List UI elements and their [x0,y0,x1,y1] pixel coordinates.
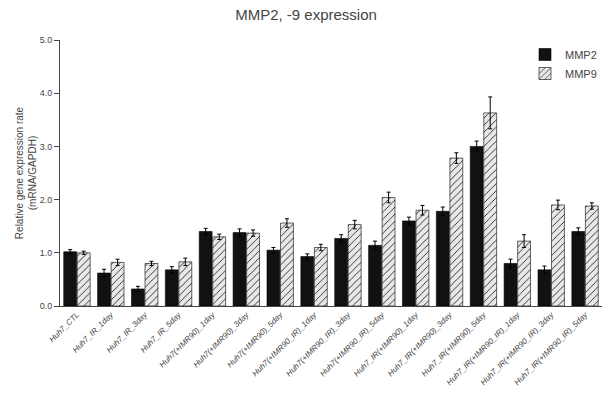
svg-text:Huh7_IR_3day: Huh7_IR_3day [105,310,150,355]
svg-text:Huh7(+IMR90)_1day: Huh7(+IMR90)_1day [158,310,218,370]
svg-text:Huh7(+IMR90)_5day: Huh7(+IMR90)_5day [225,310,285,370]
svg-text:Huh7(+IMR90)_3day: Huh7(+IMR90)_3day [192,310,252,370]
svg-text:Huh7_IR(+IMR90)_5day: Huh7_IR(+IMR90)_5day [420,310,489,379]
svg-text:Huh7_IR(+IMR90_IR)_5day: Huh7_IR(+IMR90_IR)_5day [513,310,590,387]
svg-text:Huh7_IR(+IMR90)_1day: Huh7_IR(+IMR90)_1day [352,310,421,379]
svg-text:Huh7(+IMR90_IR)_5day: Huh7(+IMR90_IR)_5day [318,310,387,379]
svg-text:Huh7_IR(+IMR90_IR)_1day: Huh7_IR(+IMR90_IR)_1day [445,310,522,387]
svg-text:Huh7_IR_5day: Huh7_IR_5day [139,310,184,355]
svg-text:MMP2, -9 expression: MMP2, -9 expression [235,6,377,23]
svg-text:Huh7(+IMR90_IR)_3day: Huh7(+IMR90_IR)_3day [284,310,353,379]
svg-text:1.0: 1.0 [40,248,53,258]
svg-text:5.0: 5.0 [40,35,53,45]
svg-text:Huh7_IR(+IMR90)_3day: Huh7_IR(+IMR90)_3day [386,310,455,379]
svg-text:0.0: 0.0 [40,301,53,311]
svg-text:Relative gene expression rate(: Relative gene expression rate(mRNA/GAPDH… [14,106,38,239]
svg-text:Huh7_CTL: Huh7_CTL [47,310,81,344]
svg-text:4.0: 4.0 [40,88,53,98]
svg-text:Huh7_IR_1day: Huh7_IR_1day [71,310,116,355]
svg-text:Huh7(+IMR90_IR)_1day: Huh7(+IMR90_IR)_1day [250,310,319,379]
svg-text:3.0: 3.0 [40,142,53,152]
svg-text:2.0: 2.0 [40,195,53,205]
svg-text:MMP9: MMP9 [565,68,597,80]
svg-text:Huh7_IR(+IMR90_IR)_3day: Huh7_IR(+IMR90_IR)_3day [479,310,556,387]
svg-text:MMP2: MMP2 [565,49,597,61]
